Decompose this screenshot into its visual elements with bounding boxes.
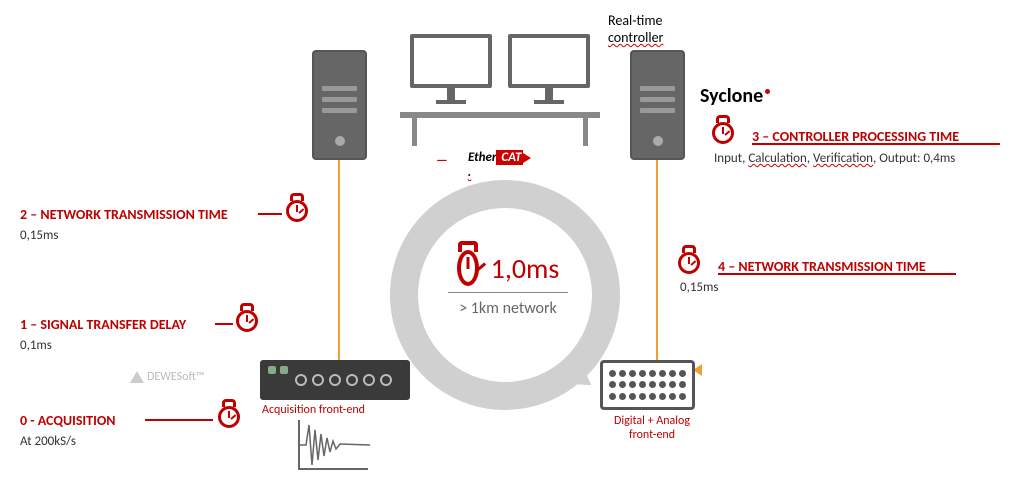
wire-left-vert (338, 160, 340, 368)
step-2-line (258, 213, 282, 215)
step-3-sub: Input, Calculation, Verification, Output… (714, 150, 1014, 168)
daq-device-icon (260, 360, 410, 400)
io-label: Digital + Analog front-end (607, 414, 697, 442)
step-2-sub: 0,15ms (20, 228, 58, 243)
center-summary: 1,0ms > 1km network (428, 250, 588, 318)
clock-icon (286, 200, 308, 222)
step-4-sub: 0,15ms (680, 280, 718, 295)
controller-label: Real-time controller (608, 12, 663, 46)
step-4-line (718, 273, 956, 275)
signal-waveform-icon (298, 420, 368, 470)
clock-icon (678, 252, 700, 274)
right-tower-icon (630, 50, 685, 160)
acq-label: Acquisition front-end (262, 403, 365, 417)
clock-icon (712, 122, 734, 144)
monitor-icon (508, 34, 590, 88)
step-1-line (215, 323, 233, 325)
clock-icon (218, 406, 240, 428)
step-2-title: 2 – NETWORK TRANSMISSION TIME (20, 206, 228, 223)
syclone-brand: Syclone (700, 84, 770, 108)
step-0-sub: At 200kS/s (20, 434, 76, 449)
ethercat-logo: Ether CAT —. (468, 150, 530, 180)
step-0-line (145, 419, 213, 421)
wire-right-vert (656, 160, 658, 370)
monitor-icon (410, 34, 492, 88)
left-tower-icon (312, 50, 367, 160)
clock-icon (457, 250, 479, 286)
dewesoft-brand: DEWESoft™ (130, 370, 204, 384)
step-1-sub: 0,1ms (20, 338, 52, 353)
clock-icon (236, 310, 258, 332)
step-0-title: 0 - ACQUISITION (20, 412, 116, 429)
total-latency: 1,0ms (491, 251, 560, 286)
workstation-desk (400, 34, 600, 144)
io-frontend-icon (600, 360, 695, 410)
step-1-title: 1 – SIGNAL TRANSFER DELAY (20, 316, 186, 333)
network-distance: > 1km network (428, 299, 588, 318)
latency-diagram: { "colors": { "accent": "#c00000", "grey… (0, 0, 1024, 504)
step-3-line (752, 143, 1000, 145)
